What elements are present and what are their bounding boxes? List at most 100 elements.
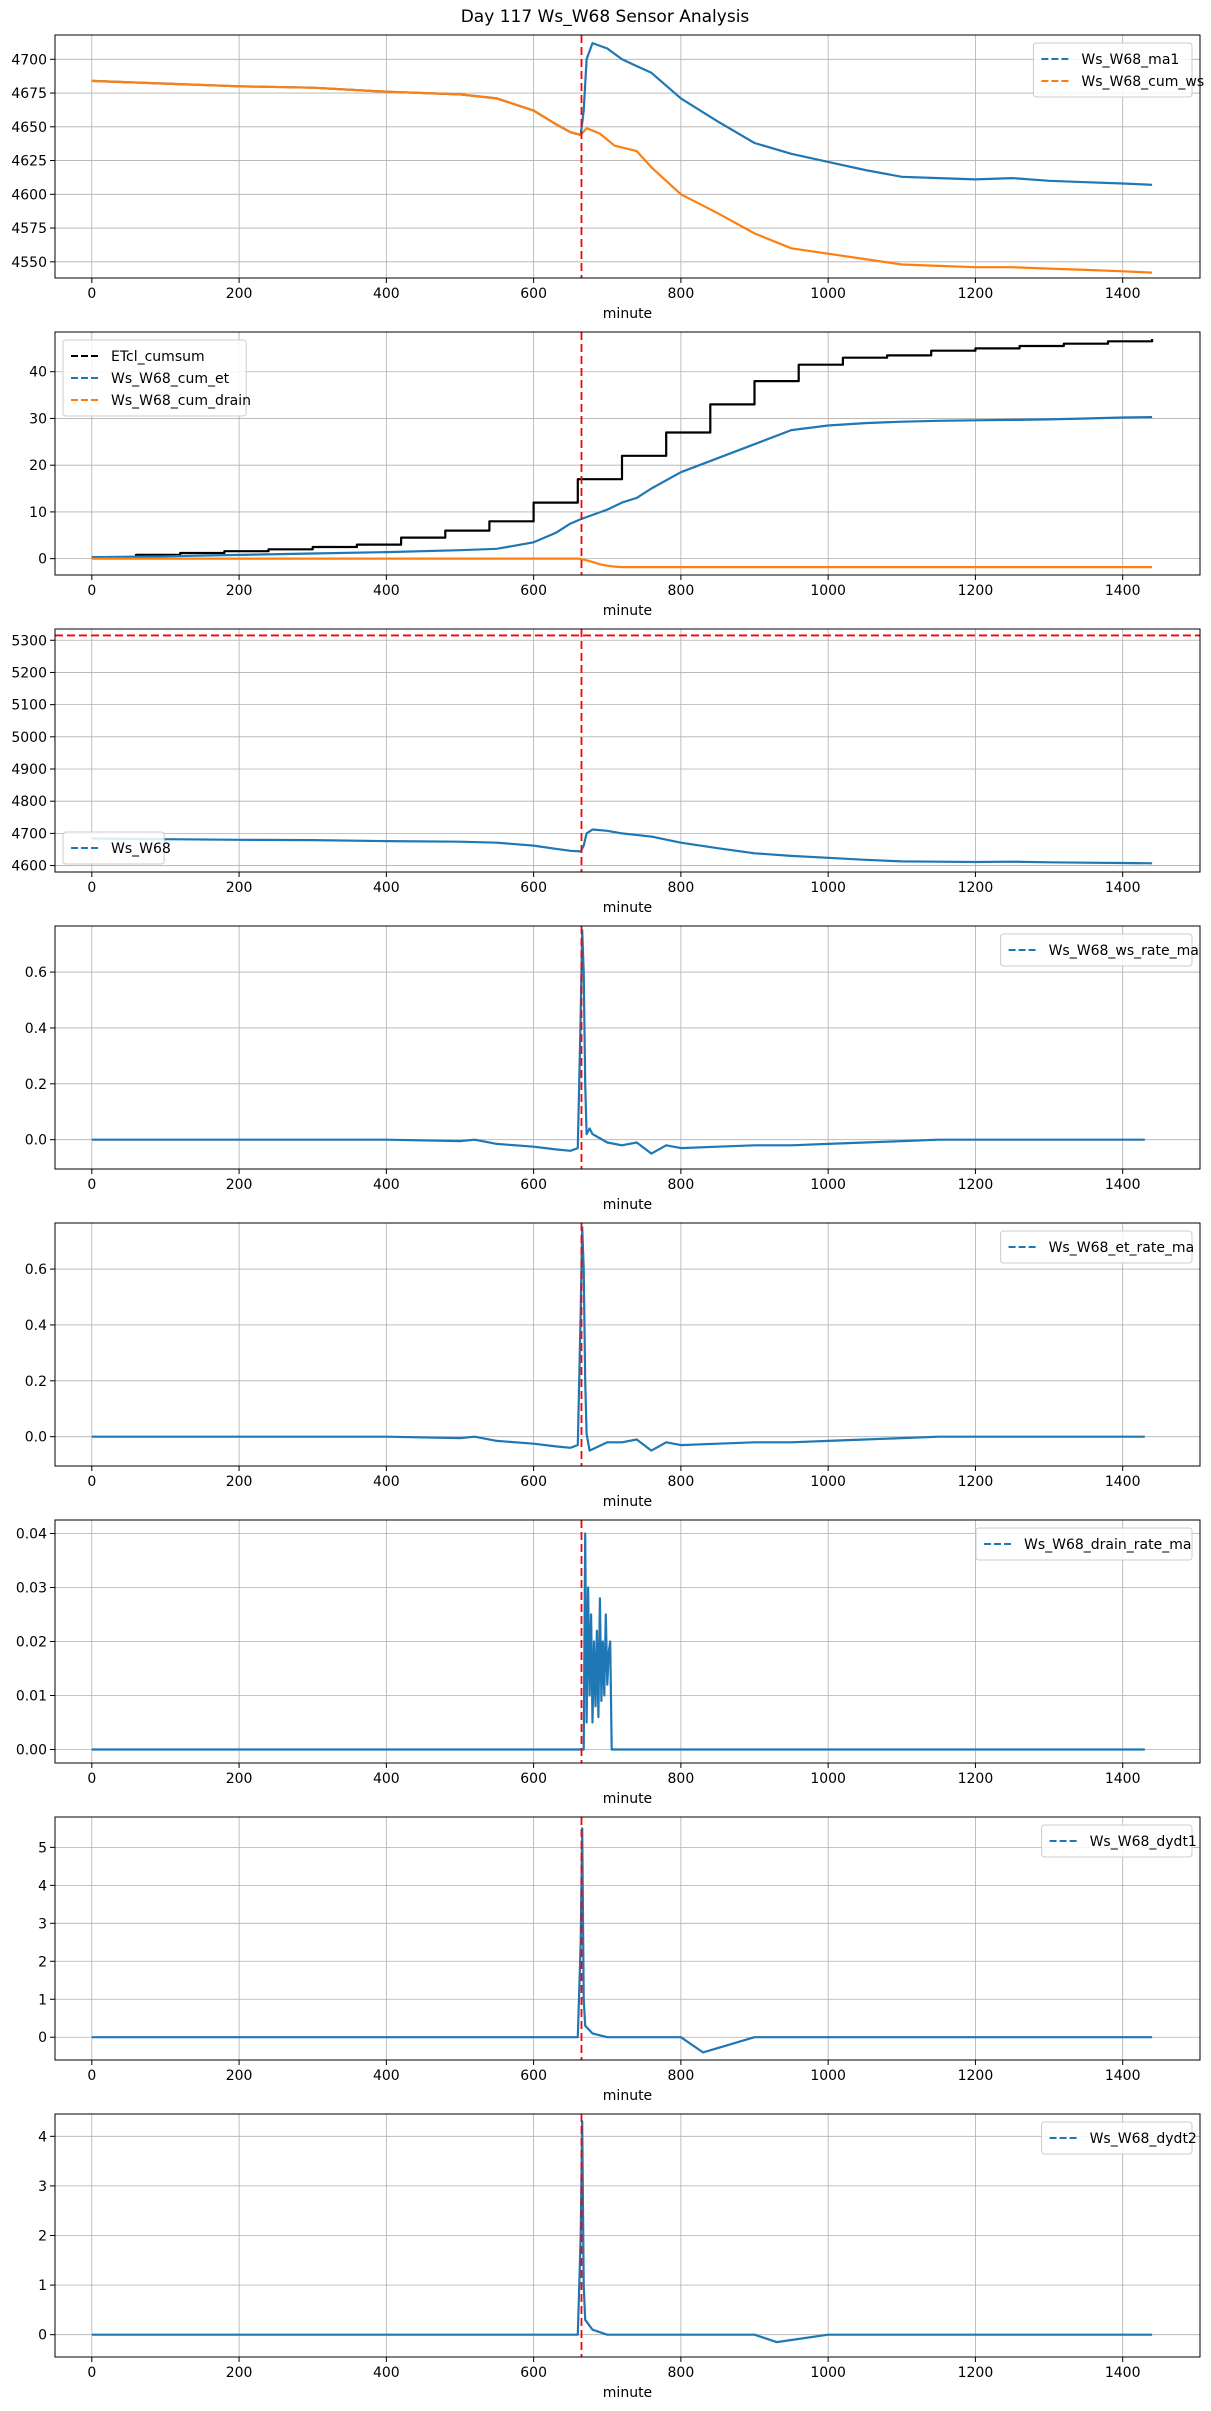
y-tick-label: 0.2 — [25, 1374, 47, 1390]
series-line-Ws_W68_dydt1 — [91, 1827, 1153, 2054]
y-tick-label: 4650 — [11, 120, 47, 136]
x-tick-label: 1400 — [1105, 880, 1141, 896]
series-line-Ws_W68_dydt2 — [91, 2120, 1153, 2344]
figure-title: Day 117 Ws_W68 Sensor Analysis — [461, 7, 750, 27]
legend-label: Ws_W68_dydt2 — [1090, 2131, 1197, 2147]
x-tick-label: 400 — [373, 880, 400, 896]
chart-panel-3: 0 200 400 600 800 1000 1200 1400 4600 4700 4800 490… — [11, 628, 1201, 916]
legend: ETcl_cumsum Ws_W68_cum_et Ws_W68_cum_drain — [62, 339, 251, 417]
y-tick-label: 0 — [38, 2328, 47, 2344]
y-tick-label: 5100 — [11, 698, 47, 714]
legend: Ws_W68_dydt1 — [1041, 1824, 1197, 1858]
y-tick-label: 4 — [38, 2129, 47, 2145]
y-tick-label: 40 — [29, 365, 47, 381]
x-axis-label: minute — [603, 2385, 652, 2401]
legend-label: Ws_W68_drain_rate_ma — [1024, 1537, 1191, 1553]
x-axis-label: minute — [603, 1197, 652, 1213]
y-tick-label: 5 — [38, 1840, 47, 1856]
legend-label: Ws_W68_ws_rate_ma — [1049, 943, 1199, 959]
y-tick-label: 0.0 — [25, 1133, 47, 1149]
axes-frame — [54, 1222, 1201, 1467]
x-tick-label: 600 — [520, 1177, 547, 1193]
x-tick-label: 1000 — [810, 880, 846, 896]
legend: Ws_W68_drain_rate_ma — [975, 1527, 1193, 1561]
y-tick-label: 5200 — [11, 665, 47, 681]
y-tick-label: 0.04 — [16, 1527, 47, 1543]
y-tick-label: 4600 — [11, 859, 47, 875]
series-line-Ws_W68 — [91, 828, 1153, 865]
legend-box — [1032, 42, 1193, 98]
legend-label: ETcl_cumsum — [111, 349, 205, 365]
legend-box — [1041, 1824, 1193, 1858]
x-tick-label: 1000 — [810, 286, 846, 302]
chart-panel-1: 0 200 400 600 800 1000 1200 1400 4550 4575 4600 462… — [11, 34, 1204, 322]
x-tick-label: 800 — [668, 286, 695, 302]
plot-area — [91, 926, 1145, 1169]
y-tick-label: 2 — [38, 2229, 47, 2245]
x-tick-label: 1000 — [810, 1771, 846, 1787]
y-tick-label: 2 — [38, 1954, 47, 1970]
x-tick-label: 1200 — [958, 583, 994, 599]
series-line-Ws_W68_cum_et — [91, 416, 1153, 559]
x-tick-label: 800 — [668, 2068, 695, 2084]
y-tick-label: 0.6 — [25, 965, 47, 981]
x-tick-label: 1000 — [810, 583, 846, 599]
legend-box — [62, 831, 165, 865]
x-tick-label: 200 — [226, 1474, 253, 1490]
chart-panel-8: 0 200 400 600 800 1000 1200 1400 0 1 2 3 4 minute Ws_W… — [38, 2113, 1201, 2401]
x-axis-label: minute — [603, 2088, 652, 2104]
x-tick-label: 0 — [87, 286, 96, 302]
chart-panel-7: 0 200 400 600 800 1000 1200 1400 0 1 2 3 4 5 minute Ws_… — [38, 1816, 1201, 2104]
x-tick-label: 1200 — [958, 2068, 994, 2084]
x-tick-label: 1200 — [958, 880, 994, 896]
x-tick-label: 0 — [87, 1474, 96, 1490]
x-tick-label: 600 — [520, 2365, 547, 2381]
x-tick-label: 1000 — [810, 2068, 846, 2084]
x-tick-label: 1400 — [1105, 1177, 1141, 1193]
x-tick-label: 1000 — [810, 1474, 846, 1490]
legend-box — [975, 1527, 1193, 1561]
x-tick-label: 1200 — [958, 1771, 994, 1787]
axes-frame — [54, 331, 1201, 576]
chart-panel-4: 0 200 400 600 800 1000 1200 1400 0.0 0.2 0.4 0.6 min… — [25, 925, 1201, 1213]
y-tick-label: 4675 — [11, 86, 47, 102]
x-tick-label: 1400 — [1105, 2365, 1141, 2381]
y-tick-label: 3 — [38, 1916, 47, 1932]
legend: Ws_W68_ws_rate_ma — [1000, 933, 1199, 967]
y-tick-label: 0.01 — [16, 1689, 47, 1705]
chart-panel-2: 0 200 400 600 800 1000 1200 1400 0 10 20 30 40 minute… — [29, 331, 1201, 619]
x-tick-label: 1400 — [1105, 2068, 1141, 2084]
legend: Ws_W68_ma1 Ws_W68_cum_ws — [1032, 42, 1204, 98]
axes-frame — [54, 1816, 1201, 2061]
x-tick-label: 200 — [226, 1771, 253, 1787]
plot-area — [91, 1520, 1145, 1763]
x-tick-label: 1200 — [958, 286, 994, 302]
plot-area — [91, 1223, 1145, 1466]
x-axis-label: minute — [603, 603, 652, 619]
plot-area — [55, 629, 1200, 872]
x-tick-label: 800 — [668, 1474, 695, 1490]
x-axis-label: minute — [603, 306, 652, 322]
y-tick-label: 4700 — [11, 826, 47, 842]
x-tick-label: 0 — [87, 2068, 96, 2084]
series-line-Ws_W68_cum_drain — [91, 557, 1153, 569]
y-tick-label: 0 — [38, 2030, 47, 2046]
x-axis-label: minute — [603, 1791, 652, 1807]
y-tick-label: 0.00 — [16, 1743, 47, 1759]
x-tick-label: 400 — [373, 583, 400, 599]
series-line-Ws_W68_cum_ws — [91, 79, 1153, 274]
x-tick-label: 200 — [226, 2365, 253, 2381]
x-tick-label: 0 — [87, 1771, 96, 1787]
y-tick-label: 5300 — [11, 633, 47, 649]
y-tick-label: 0.03 — [16, 1581, 47, 1597]
x-tick-label: 800 — [668, 1771, 695, 1787]
y-tick-label: 0.6 — [25, 1262, 47, 1278]
x-axis-label: minute — [603, 1494, 652, 1510]
x-tick-label: 1000 — [810, 1177, 846, 1193]
x-tick-label: 1400 — [1105, 1771, 1141, 1787]
x-tick-label: 800 — [668, 583, 695, 599]
x-tick-label: 0 — [87, 2365, 96, 2381]
legend-label: Ws_W68_cum_ws — [1081, 74, 1204, 90]
x-tick-label: 600 — [520, 880, 547, 896]
